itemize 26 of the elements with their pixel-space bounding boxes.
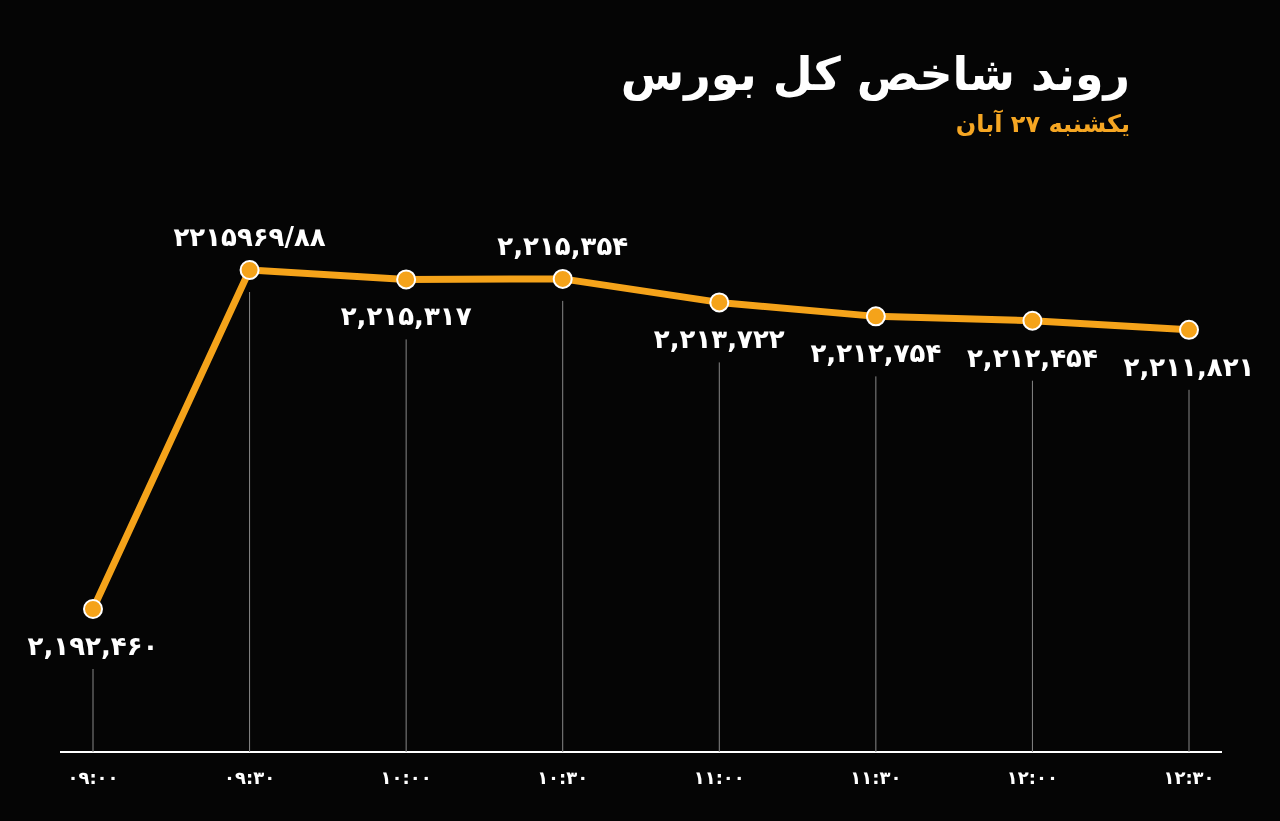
point [865,306,886,327]
x-tick-label: ۱۱:۰۰ [693,767,745,788]
point [552,268,573,289]
x-tick-label: ۰۹:۰۰ [67,767,119,788]
point [396,269,417,290]
x-tick-label: ۱۲:۳۰ [1163,767,1215,788]
x-tick-label: ۱۰:۰۰ [380,767,432,788]
data-label: ۲,۲۱۲,۴۵۴ [967,342,1098,373]
chart-subtitle: یکشنبه ۲۷ آبان [955,109,1130,138]
point [239,260,260,280]
data-label: ۲,۲۱۱,۸۲۱ [1123,351,1255,382]
x-tick-label: ۱۲:۰۰ [1006,767,1059,788]
data-label: ۲,۲۱۵,۳۵۴ [497,230,629,261]
point [83,599,103,619]
point [709,292,730,313]
data-label: ۲,۱۹۲,۴۶۰ [27,631,159,661]
data-label: ۲,۲۱۳,۷۲۲ [653,324,785,355]
data-label: ۲,۲۱۲,۷۵۴ [810,338,942,369]
point [1022,310,1043,331]
data-label: ۲,۲۱۵,۳۱۷ [340,301,472,332]
x-tick-label: ۰۹:۳۰ [223,767,276,788]
x-tick-label: ۱۰:۳۰ [537,767,589,788]
data-label: ۲۲۱۵۹۶۹/۸۸ [173,222,326,252]
point [1179,319,1199,340]
x-tick-label: ۱۱:۳۰ [850,767,902,788]
chart-title: روند شاخص کل بورس [620,47,1130,101]
